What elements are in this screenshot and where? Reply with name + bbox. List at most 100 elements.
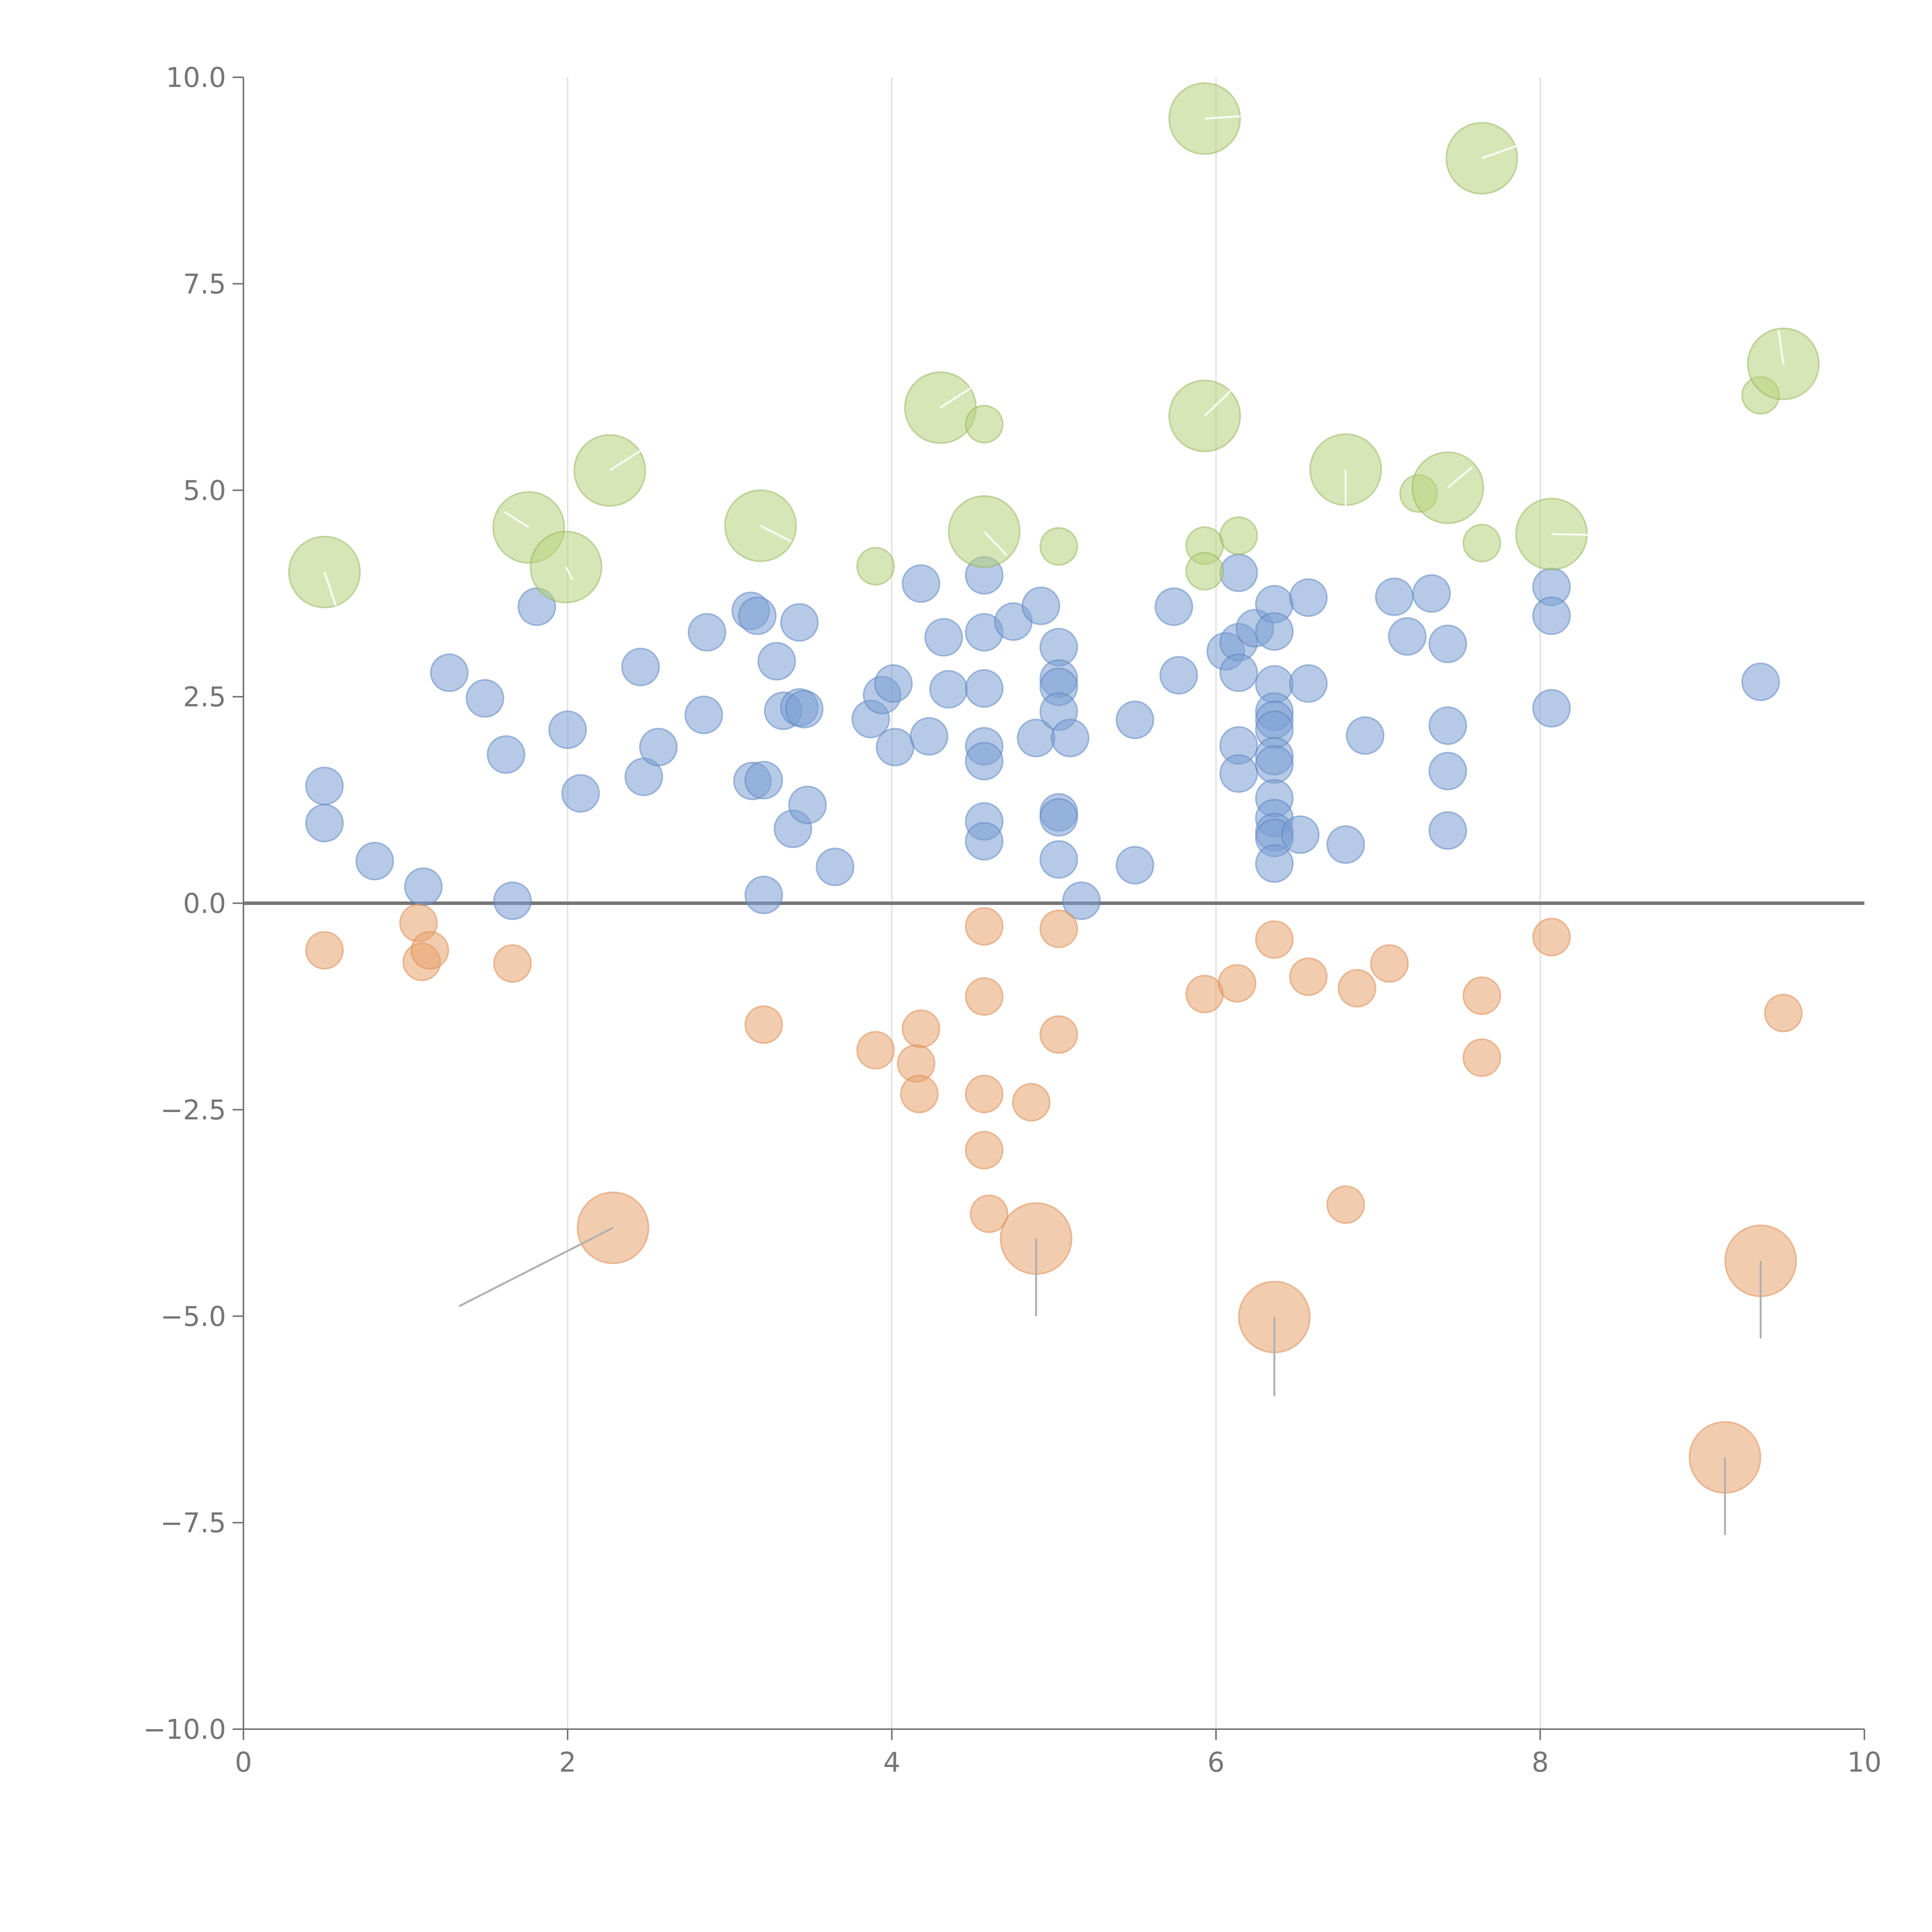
positive-bubble [684, 696, 723, 735]
positive-bubble [687, 613, 726, 652]
positive-bubble [1532, 689, 1571, 728]
positive-bubble [929, 670, 968, 709]
positive-bubble [1428, 752, 1467, 791]
y-tick-label: 10.0 [166, 62, 226, 94]
positive-bubble [785, 690, 824, 729]
positive-bubble [744, 761, 783, 800]
negative-bubble [1039, 909, 1078, 948]
leader-line-white [1204, 387, 1235, 417]
leader-line-white [323, 571, 337, 606]
leader-line-white [1447, 466, 1473, 489]
positive-bubble [1051, 719, 1090, 757]
positive-bubble [493, 881, 532, 920]
positive-bubble [305, 804, 344, 843]
leader-lines-overlay [323, 115, 1784, 1535]
highlight-bubble [1039, 527, 1078, 566]
leader-line [458, 1227, 614, 1307]
positive-bubble [1116, 846, 1155, 885]
x-tick-label: 10 [1847, 1747, 1881, 1778]
positive-bubble [1021, 587, 1060, 625]
negative-bubble [1370, 944, 1409, 983]
negative-bubble [900, 1075, 939, 1114]
leader-line-white [504, 511, 529, 529]
positive-bubble [1159, 656, 1198, 695]
negative-bubble [744, 1005, 783, 1044]
positive-bubble [1289, 578, 1328, 617]
negative-bubble [1289, 957, 1328, 996]
highlight-bubble [1462, 524, 1501, 563]
highlight-bubble [1185, 552, 1224, 591]
negative-bubble [1764, 993, 1803, 1032]
negative-bubble [1532, 918, 1571, 957]
positive-bubble [1219, 653, 1258, 692]
positive-bubble [1741, 662, 1780, 701]
positive-bubble [1039, 840, 1078, 879]
positive-bubble [874, 664, 913, 703]
leader-line-white [1481, 142, 1524, 159]
leader-line-white [983, 531, 1008, 556]
x-tick-label: 0 [235, 1747, 252, 1778]
positive-bubble [1219, 754, 1258, 793]
positive-bubble [901, 564, 940, 603]
leader-line-white [1551, 533, 1589, 536]
positive-bubble [910, 717, 949, 756]
positive-bubble [1375, 577, 1414, 616]
negative-bubble [1326, 1185, 1365, 1224]
leader-line-white [760, 525, 792, 543]
negative-bubble [1462, 976, 1501, 1015]
highlight-bubble [856, 547, 895, 586]
positive-bubble [1428, 706, 1467, 745]
negative-bubble [965, 1075, 1004, 1114]
positive-bubble [965, 669, 1004, 708]
negative-bubble [1039, 1015, 1078, 1054]
positive-bubble [816, 847, 855, 886]
positive-bubble [965, 822, 1004, 861]
positive-bubble [788, 786, 827, 825]
positive-bubble [1428, 811, 1467, 850]
negative-bubble [305, 931, 344, 970]
positive-bubble [561, 774, 600, 813]
positive-bubble [1345, 716, 1384, 755]
y-tick-label: 5.0 [183, 475, 226, 507]
y-tick-label: 0.0 [183, 888, 226, 920]
y-tick-label: 7.5 [183, 268, 226, 300]
positive-bubble [757, 642, 796, 681]
negative-bubble [965, 907, 1004, 946]
y-tick-label: −5.0 [160, 1301, 226, 1332]
positive-bubble [430, 653, 469, 692]
positive-bubble [1388, 617, 1427, 656]
x-tick-label: 8 [1532, 1747, 1549, 1778]
x-tick-label: 6 [1208, 1747, 1225, 1778]
positive-bubble [1255, 844, 1294, 883]
positive-bubble [1281, 815, 1320, 854]
positive-bubble [639, 728, 678, 767]
negative-bubble [901, 1009, 940, 1048]
positive-bubble [876, 728, 915, 767]
y-tick-label: −10.0 [143, 1714, 226, 1745]
positive-bubble [1116, 700, 1155, 739]
leader-line-white [565, 566, 573, 580]
highlight-bubble [965, 405, 1004, 444]
x-tick-label: 2 [559, 1747, 577, 1778]
negative-bubble [1185, 975, 1224, 1014]
positive-bubble [1039, 798, 1078, 837]
positive-bubble [1412, 574, 1451, 613]
axes-layer: 10.0 7.5 5.0 2.5 0.0 −2.5 −5.0 −7.5 −10.0 0 2 4 6 8 10 [143, 62, 1881, 1778]
positive-bubble [738, 596, 777, 635]
positive-bubble [305, 766, 344, 805]
positive-bubble [780, 603, 819, 642]
y-tick-label: −7.5 [160, 1507, 226, 1539]
y-tick-label: −2.5 [160, 1094, 226, 1126]
x-tick-label: 4 [883, 1747, 901, 1778]
positive-bubble [1255, 612, 1294, 651]
positive-bubble [924, 618, 963, 657]
positive-bubble [744, 876, 783, 915]
leader-line-white [1204, 115, 1244, 120]
positive-bubble [1326, 825, 1365, 864]
negative-bubble [493, 944, 532, 983]
y-tick-label: 2.5 [183, 681, 226, 713]
negative-bubble [965, 977, 1004, 1016]
negative-bubble [1462, 1038, 1501, 1077]
